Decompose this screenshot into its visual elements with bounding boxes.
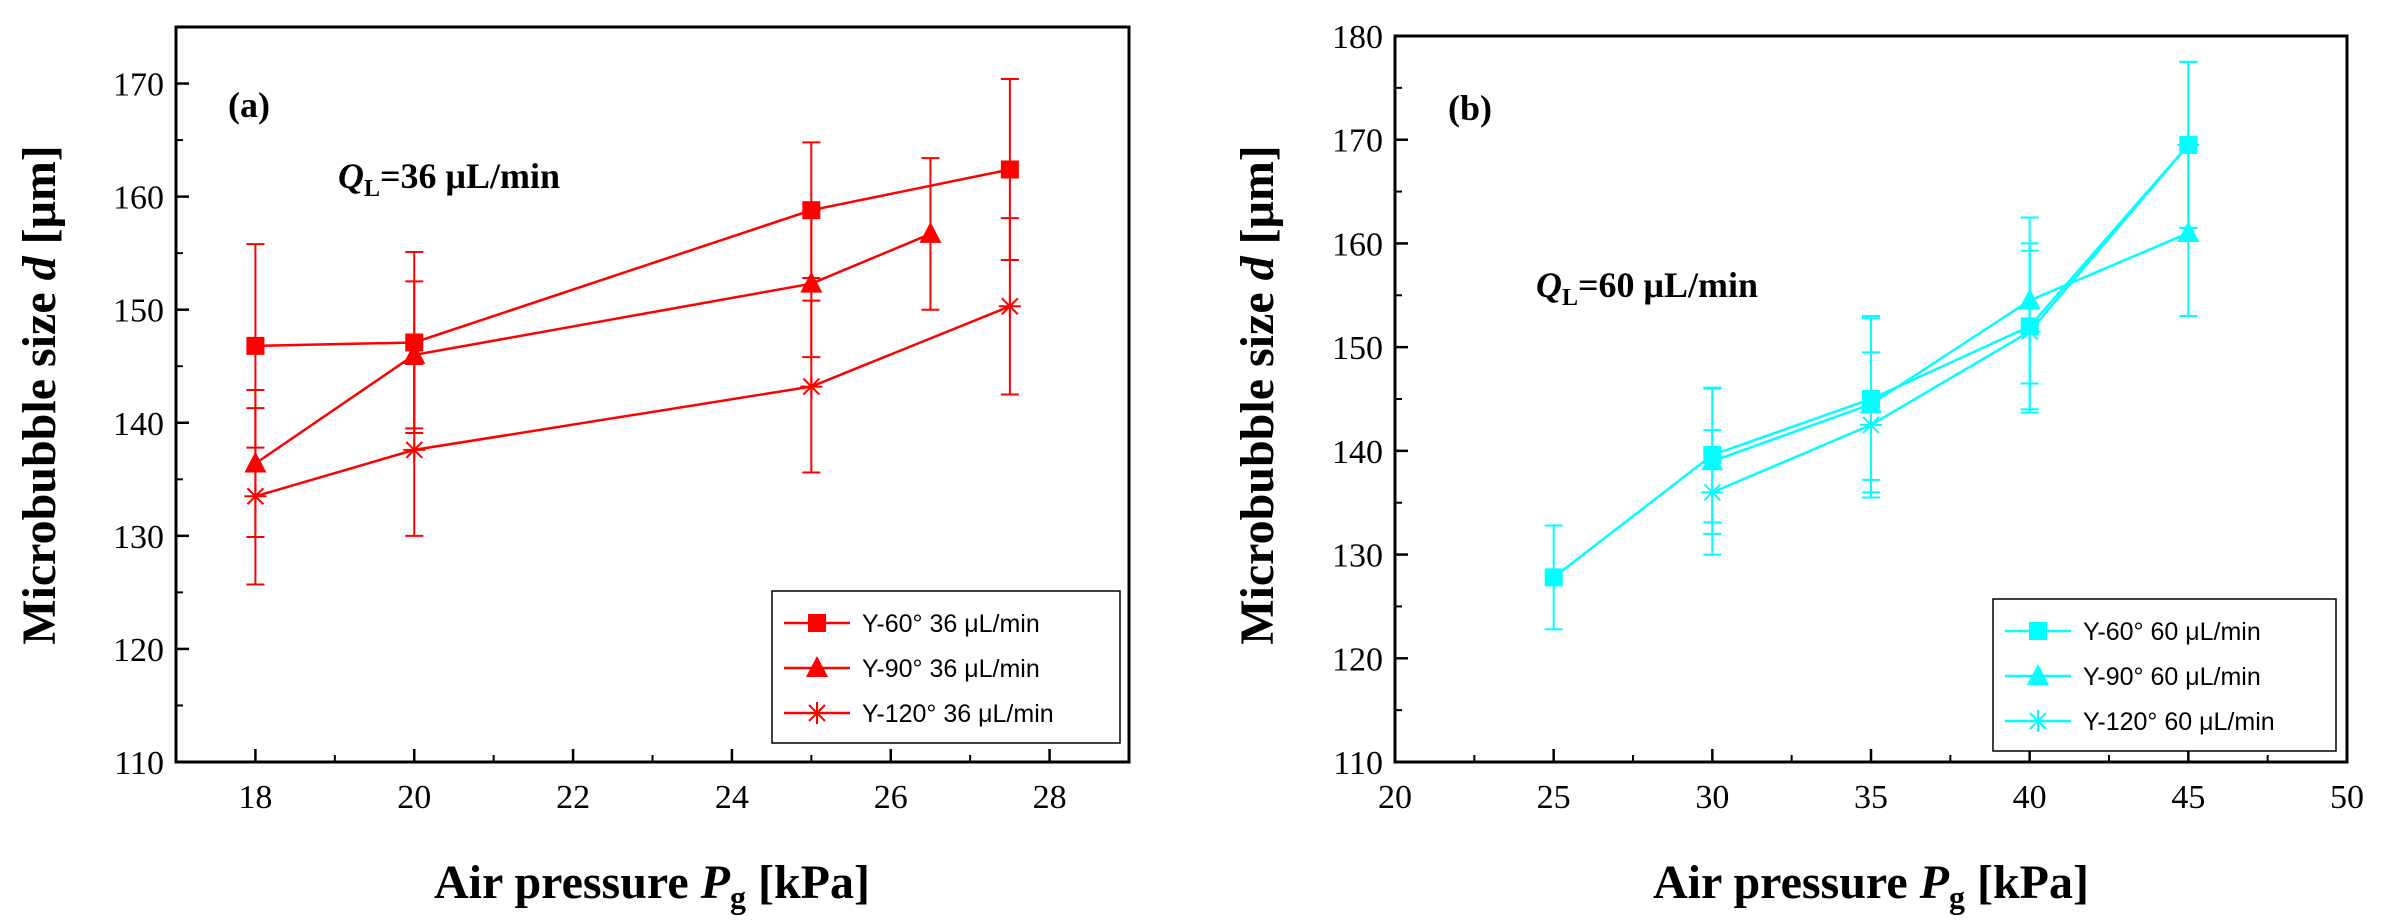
data-point (1544, 568, 1563, 587)
x-tick-label: 20 (397, 779, 431, 816)
y-tick-label: 130 (1332, 538, 1383, 575)
x-tick-label: 50 (2330, 779, 2364, 816)
data-point (403, 342, 426, 364)
x-tick-label: 40 (2013, 779, 2047, 816)
x-tick-label: 26 (874, 779, 908, 816)
x-axis-title-a: Air pressure Pg [kPa] (434, 856, 870, 915)
data-point (998, 295, 1021, 318)
x-tick-label: 35 (1854, 779, 1888, 816)
legend-marker (2027, 664, 2049, 685)
x-tick-label: 25 (1537, 779, 1571, 816)
data-point (403, 438, 426, 461)
y-tick-label: 120 (1332, 641, 1383, 678)
y-tick-label: 110 (1333, 745, 1383, 782)
legend-label: Y-120° 36 μL/min (862, 700, 1054, 728)
y-tick-label: 110 (114, 745, 164, 782)
panel-label-b: (b) (1448, 88, 1492, 128)
y-tick-label: 150 (1332, 330, 1383, 367)
legend-label: Y-120° 60 μL/min (2083, 708, 2275, 736)
x-tick-label: 18 (238, 779, 272, 816)
legend-marker (2027, 710, 2049, 732)
series-line (1711, 144, 2190, 494)
x-tick-label: 22 (556, 779, 590, 816)
data-point (919, 221, 942, 243)
legend-marker (806, 656, 828, 677)
x-tick-label: 20 (1378, 779, 1412, 816)
legend-b: Y-60° 60 μL/min Y-90° 60 μL/min Y-120° 60 … (1992, 598, 2337, 752)
data-point (800, 375, 823, 398)
chart-panel-a: 18 20 22 24 26 28 110 120 130 140 150 160 170 (a) QL… (13, 25, 1131, 915)
series-marks-b (1544, 60, 2200, 631)
data-point (1860, 413, 1882, 436)
y-tick-label: 140 (113, 406, 164, 443)
legend-label: Y-90° 36 μL/min (862, 655, 1040, 683)
y-tick-label: 180 (1332, 19, 1383, 56)
x-tick-label: 45 (2171, 779, 2205, 816)
legend-a: Y-60° 36 μL/min Y-90° 36 μL/min Y-120° 36 … (771, 590, 1121, 744)
legend-marker (2029, 622, 2047, 640)
legend-marker (808, 614, 826, 632)
annotation-a: QL=36 μL/min (338, 156, 560, 202)
axis-ticks-b: 20 25 30 35 40 45 50 110 120 130 140 150 160 170 180 (1332, 19, 2364, 816)
y-tick-label: 170 (113, 67, 164, 104)
panel-label-a: (a) (228, 85, 270, 125)
axis-ticks-a: 18 20 22 24 26 28 110 120 130 140 150 160 170 (113, 67, 1067, 816)
data-point (246, 336, 265, 355)
data-point (1701, 481, 1724, 504)
series-line (255, 305, 1011, 498)
y-tick-label: 160 (1332, 226, 1383, 263)
x-axis-title-b: Air pressure Pg [kPa] (1653, 856, 2089, 915)
data-point (800, 271, 823, 293)
y-tick-label: 130 (113, 519, 164, 556)
series-marks-a (244, 78, 1021, 586)
data-point (2018, 320, 2041, 343)
legend-marker (806, 702, 828, 724)
legend-label: Y-60° 36 μL/min (862, 610, 1040, 638)
y-tick-label: 120 (113, 632, 164, 669)
data-point (1000, 160, 1019, 179)
legend-label: Y-90° 60 μL/min (2083, 663, 2261, 691)
x-tick-label: 28 (1033, 779, 1067, 816)
x-tick-label: 24 (715, 779, 749, 816)
y-axis-title-b: Microbubble size d [μm] (1231, 145, 1284, 645)
y-tick-label: 140 (1332, 434, 1383, 471)
y-tick-label: 150 (113, 293, 164, 330)
chart-panel-b: 20 25 30 35 40 45 50 110 120 130 140 150 160 170 180 (… (1231, 19, 2364, 915)
annotation-b: QL=60 μL/min (1536, 265, 1758, 311)
data-point (2177, 221, 2200, 243)
series-line (254, 232, 931, 465)
y-tick-label: 170 (1332, 123, 1383, 160)
y-axis-title-a: Microbubble size d [μm] (13, 145, 66, 645)
series-line (255, 168, 1011, 348)
data-point (244, 485, 267, 508)
series-line (1711, 231, 2189, 463)
x-tick-label: 30 (1695, 779, 1729, 816)
y-tick-label: 160 (113, 180, 164, 217)
data-point (2177, 133, 2200, 156)
legend-label: Y-60° 60 μL/min (2083, 618, 2261, 646)
